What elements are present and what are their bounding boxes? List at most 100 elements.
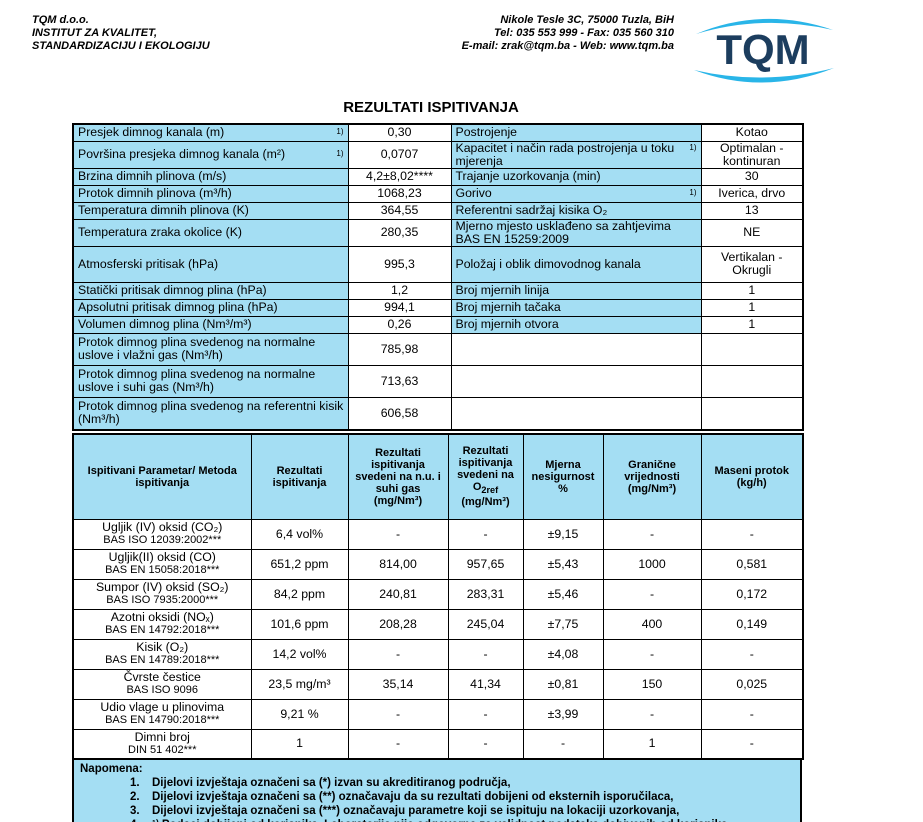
- label: Trajanje uzorkovanja (min): [455, 169, 601, 183]
- note-item: 4.¹⁾ Podaci dobijeni od korisnika. Labor…: [80, 818, 794, 822]
- label-cell: Temperatura zraka okolice (K): [72, 218, 349, 247]
- result-row: Čvrste čestice BAS ISO 9096 23,5 mg/m³ 35,1…: [72, 668, 804, 700]
- parameter-cell: Sumpor (IV) oksid (SO₂) BAS ISO 7935:2000…: [72, 578, 252, 610]
- value: NE: [700, 218, 804, 247]
- header-subscript: 2ref: [481, 485, 499, 496]
- value: Iverica, drvo: [700, 184, 804, 203]
- label-cell: Brzina dimnih plinova (m/s): [72, 167, 349, 186]
- info-row: Volumen dimnog plina (Nm³/m³) 0,26 Broj mj…: [72, 315, 804, 334]
- info-row: Statički pritisak dimnog plina (hPa) 1,2 B…: [72, 281, 804, 300]
- label: Presjek dimnog kanala (m): [78, 125, 225, 140]
- result-row: Kisik (O₂) BAS EN 14789:2018*** 14,2 vol% -…: [72, 638, 804, 670]
- info-row: Atmosferski pritisak (hPa) 995,3 Položaj i…: [72, 245, 804, 283]
- label-cell: [450, 396, 702, 431]
- parameter: Sumpor (IV) oksid (SO₂): [95, 580, 229, 594]
- result-limit: -: [602, 638, 702, 670]
- info-row: Temperatura zraka okolice (K) 280,35 Mjern…: [72, 218, 804, 247]
- method: BAS ISO 7935:2000***: [106, 594, 219, 606]
- result-mass: -: [700, 638, 804, 670]
- result-limit: 150: [602, 668, 702, 700]
- value: 995,3: [347, 245, 452, 283]
- company-line: TQM d.o.o.: [32, 14, 89, 26]
- column-header: Mjerna nesigurnost %: [522, 433, 604, 520]
- result-result: 23,5 mg/m³: [250, 668, 349, 700]
- info-row: 1) Površina presjeka dimnog kanala (m²) 0,…: [72, 140, 804, 169]
- parameter: Ugljik(II) oksid (CO): [108, 550, 216, 564]
- result-uncertainty: ±7,75: [522, 608, 604, 640]
- result-nu: 208,28: [347, 608, 449, 640]
- result-row: Dimni broj DIN 51 402*** 1- - -1-: [72, 728, 804, 760]
- result-o2ref: 957,65: [447, 548, 524, 580]
- result-uncertainty: ±0,81: [522, 668, 604, 700]
- method: BAS ISO 9096: [126, 684, 199, 696]
- label-cell: Protok dimnog plina svedenog na normalne…: [72, 332, 349, 366]
- label: Broj mjernih tačaka: [455, 300, 561, 314]
- result-limit: -: [602, 518, 702, 550]
- method: BAS EN 14790:2018***: [105, 714, 220, 726]
- value: Vertikalan - Okrugli: [700, 245, 804, 283]
- logo-swoosh-bottom: [694, 68, 834, 83]
- label-cell: Protok dimnog plina svedenog na referent…: [72, 396, 349, 431]
- result-mass: -: [700, 728, 804, 760]
- result-nu: 814,00: [347, 548, 449, 580]
- result-row: Azotni oksidi (NOₓ) BAS EN 14792:2018*** 1…: [72, 608, 804, 640]
- footnote-mark: 1): [336, 127, 344, 137]
- value: 1,2: [347, 281, 452, 300]
- note-number: 2.: [130, 791, 140, 803]
- result-nu: 240,81: [347, 578, 449, 610]
- value: Kotao: [700, 123, 804, 142]
- label: Temperatura zraka okolice (K): [78, 225, 243, 239]
- label: Protok dimnih plinova (m³/h): [78, 186, 232, 200]
- result-result: 101,6 ppm: [250, 608, 349, 640]
- result-o2ref: 245,04: [447, 608, 524, 640]
- label-cell: 1) Gorivo: [450, 184, 702, 203]
- result-uncertainty: ±3,99: [522, 698, 604, 730]
- column-header: Rezultati ispitivanja svedeni na n.u. i …: [347, 433, 449, 520]
- label: Gorivo: [455, 186, 492, 200]
- label: Referentni sadržaj kisika O₂: [455, 203, 608, 217]
- note-number: 1.: [130, 777, 140, 789]
- label: Temperatura dimnih plinova (K): [78, 203, 249, 217]
- parameter-cell: Kisik (O₂) BAS EN 14789:2018***: [72, 638, 252, 670]
- value: 1: [700, 298, 804, 317]
- result-o2ref: -: [447, 728, 524, 760]
- info-row: Protok dimnog plina svedenog na normalne…: [72, 332, 804, 366]
- header-unit: (mg/Nm³): [461, 496, 510, 509]
- note-number: 3.: [130, 805, 140, 817]
- note-number: 4.: [130, 818, 152, 822]
- result-nu: -: [347, 728, 449, 760]
- result-result: 9,21 %: [250, 698, 349, 730]
- label: Brzina dimnih plinova (m/s): [78, 169, 227, 183]
- value: 364,55: [347, 201, 452, 220]
- empty-cell: [700, 364, 804, 397]
- info-row: Apsolutni pritisak dimnog plina (hPa) 994…: [72, 298, 804, 317]
- method: BAS EN 14789:2018***: [105, 654, 220, 666]
- result-o2ref: -: [447, 518, 524, 550]
- label: Protok dimnog plina svedenog na normalne…: [78, 335, 316, 362]
- info-row: Protok dimnih plinova (m³/h) 1068,23 1) Gor…: [72, 184, 804, 203]
- label: Protok dimnog plina svedenog na referent…: [78, 399, 344, 427]
- result-nu: 35,14: [347, 668, 449, 700]
- company-block: TQM d.o.o. INSTITUT ZA KVALITET, STANDARDI…: [32, 14, 210, 53]
- result-limit: -: [602, 578, 702, 610]
- value: 0,0707: [347, 140, 452, 169]
- label-cell: Apsolutni pritisak dimnog plina (hPa): [72, 298, 349, 317]
- label: Kapacitet i način rada postrojenja u tok…: [455, 141, 675, 168]
- value: 0,30: [347, 123, 452, 142]
- label-cell: Broj mjernih linija: [450, 281, 702, 300]
- note-text: ¹⁾ Podaci dobijeni od korisnika. Laborat…: [152, 819, 731, 822]
- result-uncertainty: ±5,43: [522, 548, 604, 580]
- result-result: 14,2 vol%: [250, 638, 349, 670]
- label-cell: Trajanje uzorkovanja (min): [450, 167, 702, 186]
- result-limit: 1000: [602, 548, 702, 580]
- result-o2ref: 41,34: [447, 668, 524, 700]
- empty-cell: [700, 396, 804, 431]
- label-cell: Temperatura dimnih plinova (K): [72, 201, 349, 220]
- parameter-cell: Ugljik (IV) oksid (CO₂) BAS ISO 12039:200…: [72, 518, 252, 550]
- note-item: 3. Dijelovi izvještaja označeni sa (***) …: [80, 804, 794, 818]
- parameter: Čvrste čestice: [123, 670, 201, 684]
- column-header: Rezultati ispitivanja: [250, 433, 349, 520]
- result-o2ref: 283,31: [447, 578, 524, 610]
- result-mass: 0,581: [700, 548, 804, 580]
